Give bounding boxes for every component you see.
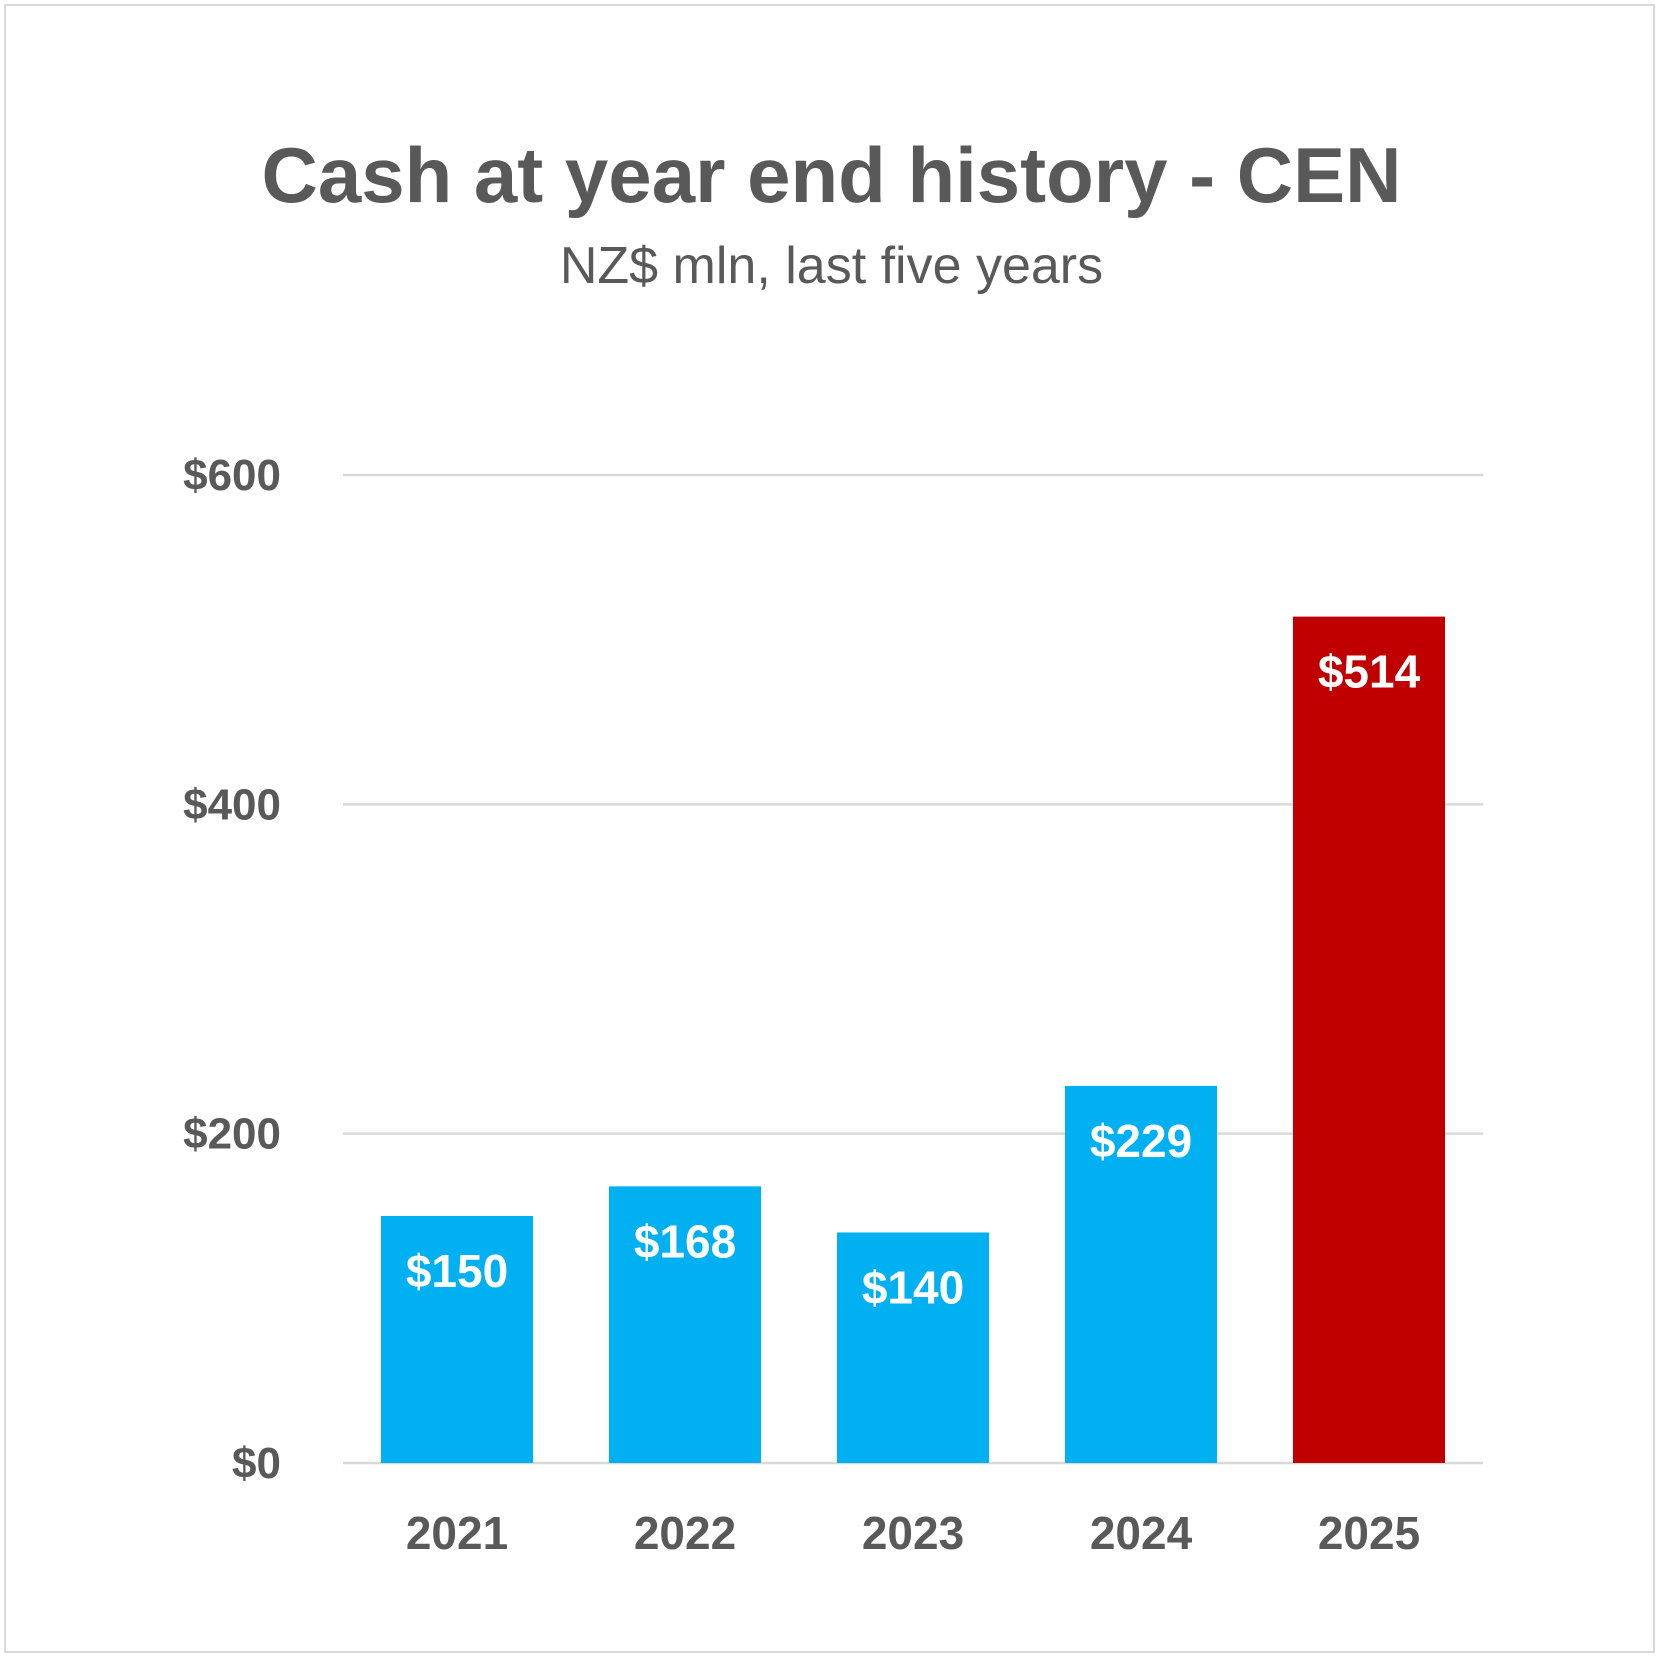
- bar-2023: [837, 1232, 989, 1463]
- chart-title: Cash at year end history - CEN: [261, 131, 1402, 219]
- bars: [381, 616, 1445, 1463]
- chart-subtitle: NZ$ mln, last five years: [559, 237, 1104, 295]
- bar-2024: [1065, 1085, 1217, 1463]
- y-tick-label: $400: [183, 780, 281, 829]
- x-axis-category-labels: 2021 2022 2023 2024 2025: [406, 1507, 1420, 1559]
- bar-2022: [609, 1186, 761, 1463]
- data-label-2022: $168: [634, 1215, 736, 1267]
- y-tick-label: $600: [183, 451, 281, 500]
- data-label-2024: $229: [1090, 1115, 1192, 1167]
- bar-2025: [1293, 616, 1445, 1463]
- y-tick-label: $200: [183, 1110, 281, 1159]
- x-tick-label-2023: 2023: [862, 1507, 964, 1559]
- x-tick-label-2021: 2021: [406, 1507, 508, 1559]
- x-tick-label-2022: 2022: [634, 1507, 736, 1559]
- data-label-2025: $514: [1318, 646, 1421, 698]
- data-labels: $150 $168 $140 $229 $514: [406, 646, 1421, 1314]
- data-label-2023: $140: [862, 1261, 964, 1313]
- y-axis-tick-labels: $0 $200 $400 $600: [183, 451, 281, 1488]
- bar-2021: [381, 1216, 533, 1463]
- x-tick-label-2025: 2025: [1318, 1507, 1420, 1559]
- y-tick-label: $0: [232, 1439, 281, 1488]
- x-tick-label-2024: 2024: [1090, 1507, 1193, 1559]
- data-label-2021: $150: [406, 1245, 508, 1297]
